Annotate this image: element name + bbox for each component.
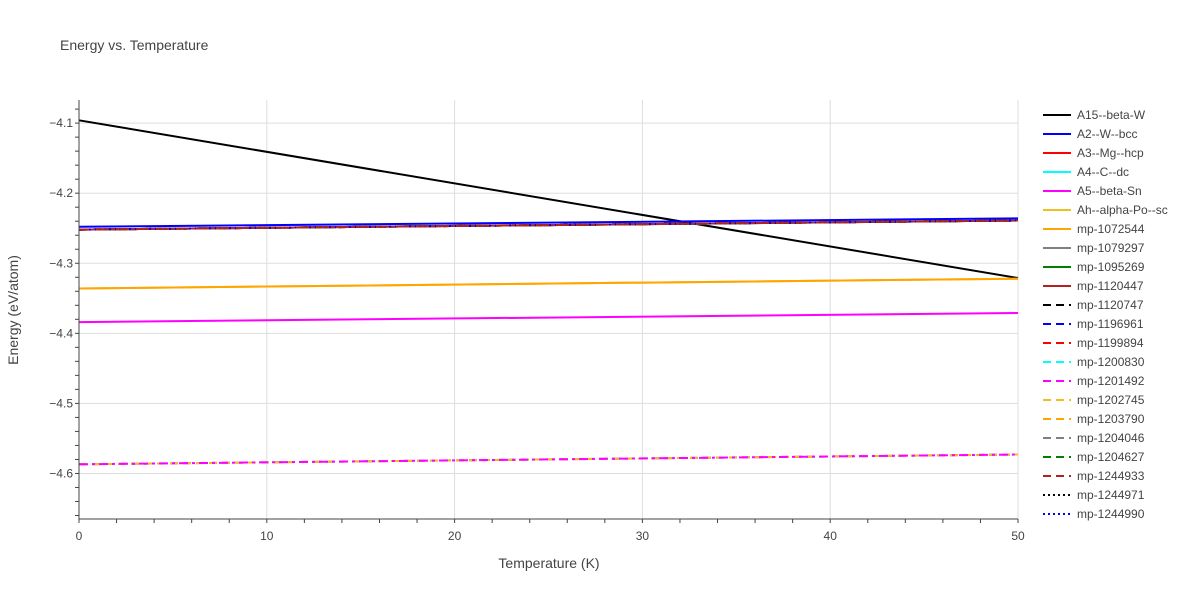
legend-item[interactable]: mp-1120447	[1043, 279, 1144, 293]
legend-label: Ah--alpha-Po--sc	[1077, 203, 1168, 217]
legend-label: A15--beta-W	[1077, 108, 1146, 122]
series-line	[78, 217, 1019, 228]
legend-item[interactable]: mp-1072544	[1043, 222, 1145, 236]
series-line	[78, 277, 1019, 290]
y-tick-label: −4.5	[49, 396, 73, 410]
legend-item[interactable]: mp-1120747	[1043, 298, 1144, 312]
y-tick-label: −4.6	[49, 466, 73, 480]
legend-item[interactable]: mp-1244990	[1043, 507, 1145, 521]
legend-item[interactable]: mp-1196961	[1043, 317, 1144, 331]
legend-item[interactable]: mp-1204046	[1043, 431, 1145, 445]
legend-label: A3--Mg--hcp	[1077, 146, 1144, 160]
x-tick-label: 50	[1011, 529, 1025, 543]
legend-label: mp-1201492	[1077, 374, 1145, 388]
legend-label: mp-1200830	[1077, 355, 1145, 369]
x-axis-title: Temperature (K)	[498, 555, 599, 571]
series-line	[78, 219, 1019, 231]
overlay-line	[78, 453, 1019, 466]
legend-label: mp-1072544	[1077, 222, 1145, 236]
legend-label: mp-1244990	[1077, 507, 1145, 521]
legend-item[interactable]: A5--beta-Sn	[1043, 184, 1142, 198]
y-axis-title: Energy (eV/atom)	[5, 255, 21, 365]
series-line	[78, 119, 1019, 279]
y-tick-label: −4.4	[49, 326, 73, 340]
legend-item[interactable]: mp-1202745	[1043, 393, 1145, 407]
legend-item[interactable]: mp-1244971	[1043, 488, 1145, 502]
legend-item[interactable]: A15--beta-W	[1043, 108, 1146, 122]
legend-item[interactable]: A4--C--dc	[1043, 165, 1129, 179]
chart-title: Energy vs. Temperature	[60, 37, 209, 53]
legend-label: mp-1095269	[1077, 260, 1145, 274]
y-tick-label: −4.3	[49, 256, 73, 270]
legend-label: A2--W--bcc	[1077, 127, 1137, 141]
legend-label: mp-1244971	[1077, 488, 1145, 502]
overlay-line	[78, 219, 1019, 231]
legend-label: mp-1204627	[1077, 450, 1145, 464]
legend-label: mp-1079297	[1077, 241, 1145, 255]
legend-item[interactable]: Ah--alpha-Po--sc	[1043, 203, 1168, 217]
x-tick-label: 10	[260, 529, 274, 543]
axes: 0 10 20 30 40 50 −4.1 −4.2 −4.3 −4.4 −4.5 −4.6	[49, 100, 1025, 543]
y-tick-label: −4.2	[49, 186, 73, 200]
plot-area	[78, 119, 1019, 466]
legend-item[interactable]: mp-1199894	[1043, 336, 1144, 350]
y-tick-label: −4.1	[49, 116, 73, 130]
legend-item[interactable]: mp-1203790	[1043, 412, 1145, 426]
x-tick-label: 20	[448, 529, 462, 543]
legend-label: A4--C--dc	[1077, 165, 1129, 179]
x-tick-label: 0	[76, 529, 83, 543]
legend-label: mp-1196961	[1077, 317, 1144, 331]
legend-item[interactable]: A3--Mg--hcp	[1043, 146, 1144, 160]
legend-item[interactable]: mp-1079297	[1043, 241, 1145, 255]
series-line	[78, 312, 1019, 324]
x-tick-label: 40	[824, 529, 838, 543]
legend-label: mp-1203790	[1077, 412, 1145, 426]
legend-label: mp-1120747	[1077, 298, 1144, 312]
legend-item[interactable]: mp-1201492	[1043, 374, 1145, 388]
x-tick-label: 30	[636, 529, 650, 543]
legend-label: mp-1202745	[1077, 393, 1145, 407]
legend-label: mp-1204046	[1077, 431, 1145, 445]
legend-label: A5--beta-Sn	[1077, 184, 1142, 198]
legend-item[interactable]: mp-1244933	[1043, 469, 1145, 483]
legend-item[interactable]: mp-1200830	[1043, 355, 1145, 369]
legend-label: mp-1120447	[1077, 279, 1144, 293]
legend-item[interactable]: mp-1095269	[1043, 260, 1145, 274]
legend: A15--beta-W A2--W--bcc A3--Mg--hcp A4--C--d…	[1043, 108, 1168, 521]
legend-item[interactable]: mp-1204627	[1043, 450, 1145, 464]
legend-item[interactable]: A2--W--bcc	[1043, 127, 1137, 141]
grid	[79, 100, 1019, 519]
legend-label: mp-1244933	[1077, 469, 1145, 483]
legend-label: mp-1199894	[1077, 336, 1144, 350]
